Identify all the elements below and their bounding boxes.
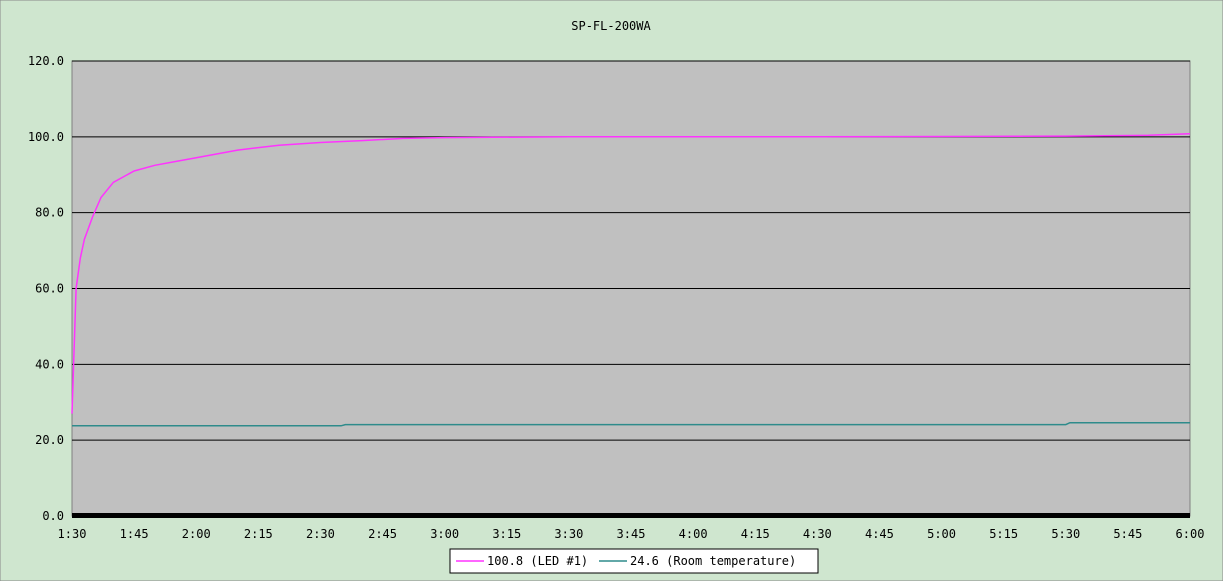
x-tick-label: 5:30	[1051, 527, 1080, 541]
y-tick-label: 40.0	[35, 357, 64, 371]
x-tick-label: 4:00	[679, 527, 708, 541]
legend: 100.8 (LED #1) 24.6 (Room temperature)	[449, 548, 819, 574]
x-tick-label: 3:00	[430, 527, 459, 541]
x-tick-label: 3:45	[617, 527, 646, 541]
x-tick-label: 2:15	[244, 527, 273, 541]
x-tick-label: 4:30	[803, 527, 832, 541]
x-tick-label: 3:15	[492, 527, 521, 541]
x-axis-baseline	[72, 513, 1190, 518]
legend-box	[449, 548, 819, 574]
y-axis: 0.0 20.0 40.0 60.0 80.0 100.0 120.0	[28, 54, 64, 523]
x-tick-label: 2:00	[182, 527, 211, 541]
x-tick-label: 6:00	[1176, 527, 1205, 541]
legend-label-room: 24.6 (Room temperature)	[630, 554, 796, 568]
y-tick-label: 120.0	[28, 54, 64, 68]
x-tick-label: 5:00	[927, 527, 956, 541]
x-tick-label: 1:45	[120, 527, 149, 541]
series-line-led	[71, 133, 1191, 414]
y-tick-label: 60.0	[35, 282, 64, 296]
x-tick-label: 3:30	[554, 527, 583, 541]
x-axis: 1:30 1:45 2:00 2:15 2:30 2:45 3:00 3:15 3:30 3:45…	[58, 527, 1205, 541]
legend-label-led: 100.8 (LED #1)	[487, 554, 588, 568]
x-tick-label: 4:15	[741, 527, 770, 541]
y-tick-label: 0.0	[42, 509, 64, 523]
x-tick-label: 2:45	[368, 527, 397, 541]
y-tick-label: 100.0	[28, 130, 64, 144]
x-tick-label: 5:45	[1113, 527, 1142, 541]
x-tick-label: 2:30	[306, 527, 335, 541]
x-tick-label: 4:45	[865, 527, 894, 541]
x-tick-label: 5:15	[989, 527, 1018, 541]
series-line-room	[72, 421, 1190, 427]
y-tick-label: 20.0	[35, 433, 64, 447]
chart-title: SP-FL-200WA	[571, 19, 651, 33]
y-tick-label: 80.0	[35, 206, 64, 220]
series-lines	[71, 133, 1191, 427]
x-tick-label: 1:30	[58, 527, 87, 541]
